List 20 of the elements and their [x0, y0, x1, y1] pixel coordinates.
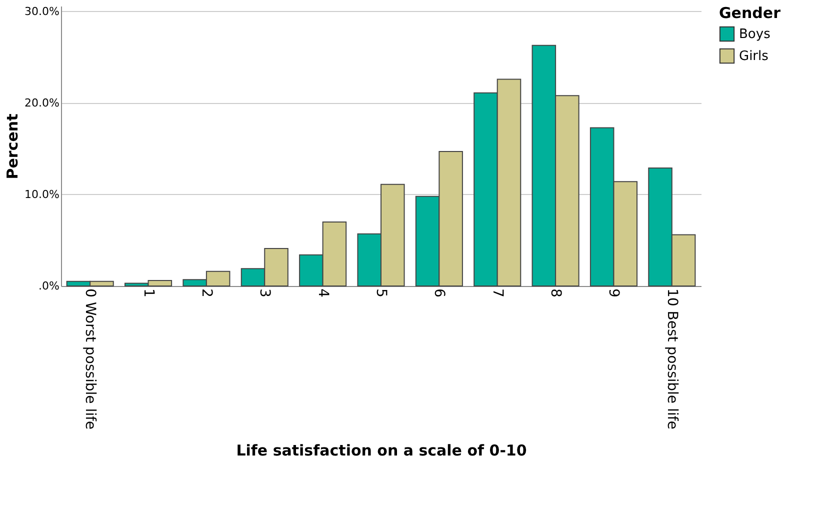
- x-tick-label: 1: [140, 288, 156, 298]
- x-tick-label: 6: [431, 288, 448, 298]
- y-tick-label: 30.0%: [24, 4, 60, 18]
- y-tick-label: 20.0%: [24, 96, 60, 110]
- x-tick-label: 0 Worst possible life: [82, 288, 98, 430]
- x-tick-label: 4: [314, 288, 331, 298]
- y-tick-label: 10.0%: [24, 188, 60, 201]
- x-tick-label: 3: [256, 288, 273, 298]
- y-axis-title: Percent: [4, 114, 22, 180]
- x-axis-title: Life satisfaction on a scale of 0-10: [236, 442, 527, 460]
- legend-title: Gender: [719, 4, 782, 22]
- x-tick-label: 7: [489, 288, 506, 298]
- x-tick-label: 5: [373, 288, 389, 298]
- x-tick-label: 10 Best possible life: [664, 288, 680, 430]
- legend-label: Girls: [739, 49, 769, 64]
- x-tick-label: 2: [198, 288, 214, 298]
- y-tick-label: .0%: [38, 280, 60, 292]
- x-tick-label: 9: [606, 288, 622, 298]
- x-tick-label: 8: [548, 288, 564, 298]
- legend-label: Boys: [739, 27, 771, 42]
